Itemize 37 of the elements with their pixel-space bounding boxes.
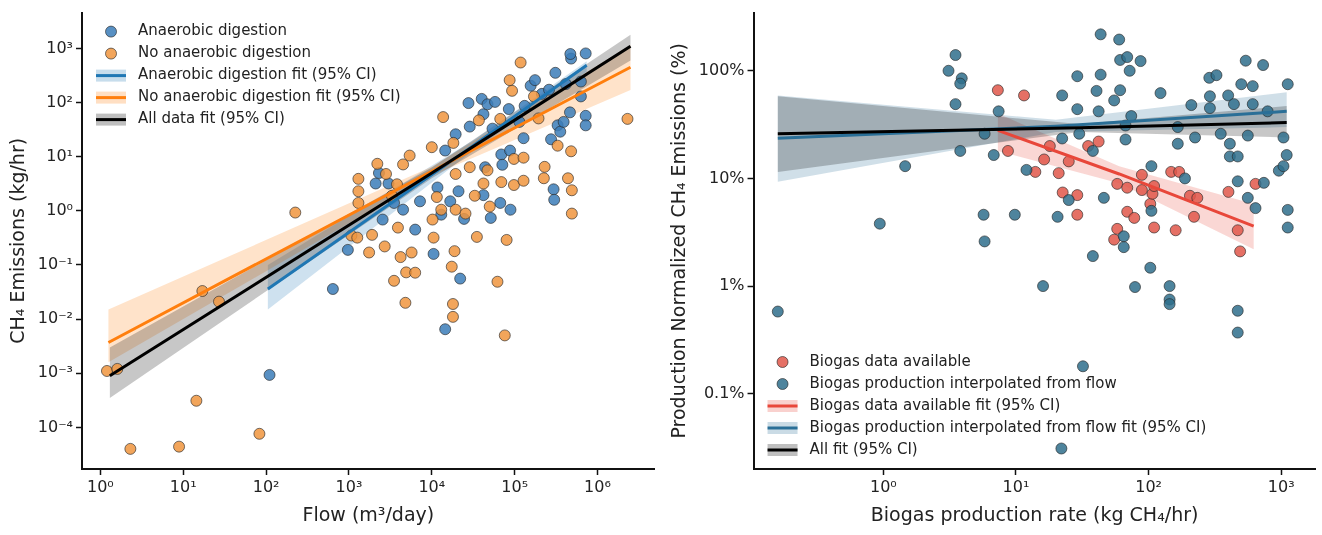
y-tick-label: 10²	[46, 91, 74, 111]
y-axis-title: Production Normalized CH₄ Emissions (%)	[667, 43, 690, 439]
legend-label: Biogas production interpolated from flow fit (95% CI)	[809, 417, 1207, 436]
x-tick-label: 10⁵	[501, 476, 529, 496]
x-tick-label: 10¹	[1002, 476, 1030, 496]
legend-label: Biogas data available fit (95% CI)	[809, 395, 1061, 414]
y-tick-label: 1%	[719, 275, 745, 295]
x-tick-label: 10⁴	[418, 476, 446, 496]
x-tick-label: 10⁰	[869, 476, 897, 496]
y-axis-title: CH₄ Emissions (kg/hr)	[6, 137, 29, 344]
x-tick-label: 10⁰	[87, 476, 114, 496]
legend-label: All fit (95% CI)	[809, 439, 918, 458]
y-tick-label: 10¹	[46, 145, 74, 165]
x-tick-label: 10⁶	[584, 476, 611, 496]
x-tick-label: 10³	[335, 476, 363, 496]
y-tick-label: 10⁻¹	[37, 254, 74, 274]
legend-label: No anaerobic digestion	[138, 43, 312, 62]
x-tick-label: 10²	[1135, 476, 1162, 496]
legend-label: All data fit (95% CI)	[138, 109, 285, 128]
x-tick-label: 10³	[1267, 476, 1295, 496]
y-tick-label: 10⁰	[46, 200, 74, 219]
x-axis-title: Flow (m³/day)	[302, 502, 435, 525]
legend-label: Biogas data available	[809, 351, 971, 370]
legend-label: Anaerobic digestion	[138, 21, 287, 40]
y-tick-label: 0.1%	[703, 382, 745, 402]
x-tick-label: 10²	[252, 476, 280, 496]
legend-label: No anaerobic digestion fit (95% CI)	[138, 87, 401, 106]
y-tick-label: 10⁻⁴	[37, 416, 74, 436]
y-tick-label: 10⁻²	[37, 308, 74, 328]
y-tick-label: 10⁻³	[37, 362, 74, 382]
x-axis-title: Biogas production rate (kg CH₄/hr)	[870, 502, 1199, 525]
y-tick-label: 100%	[698, 59, 745, 79]
legend-label: Biogas production interpolated from flow	[809, 373, 1117, 392]
legend-label: Anaerobic digestion fit (95% CI)	[138, 65, 377, 84]
y-tick-label: 10³	[46, 37, 74, 57]
x-tick-label: 10¹	[169, 476, 197, 496]
y-tick-label: 10%	[708, 167, 745, 187]
